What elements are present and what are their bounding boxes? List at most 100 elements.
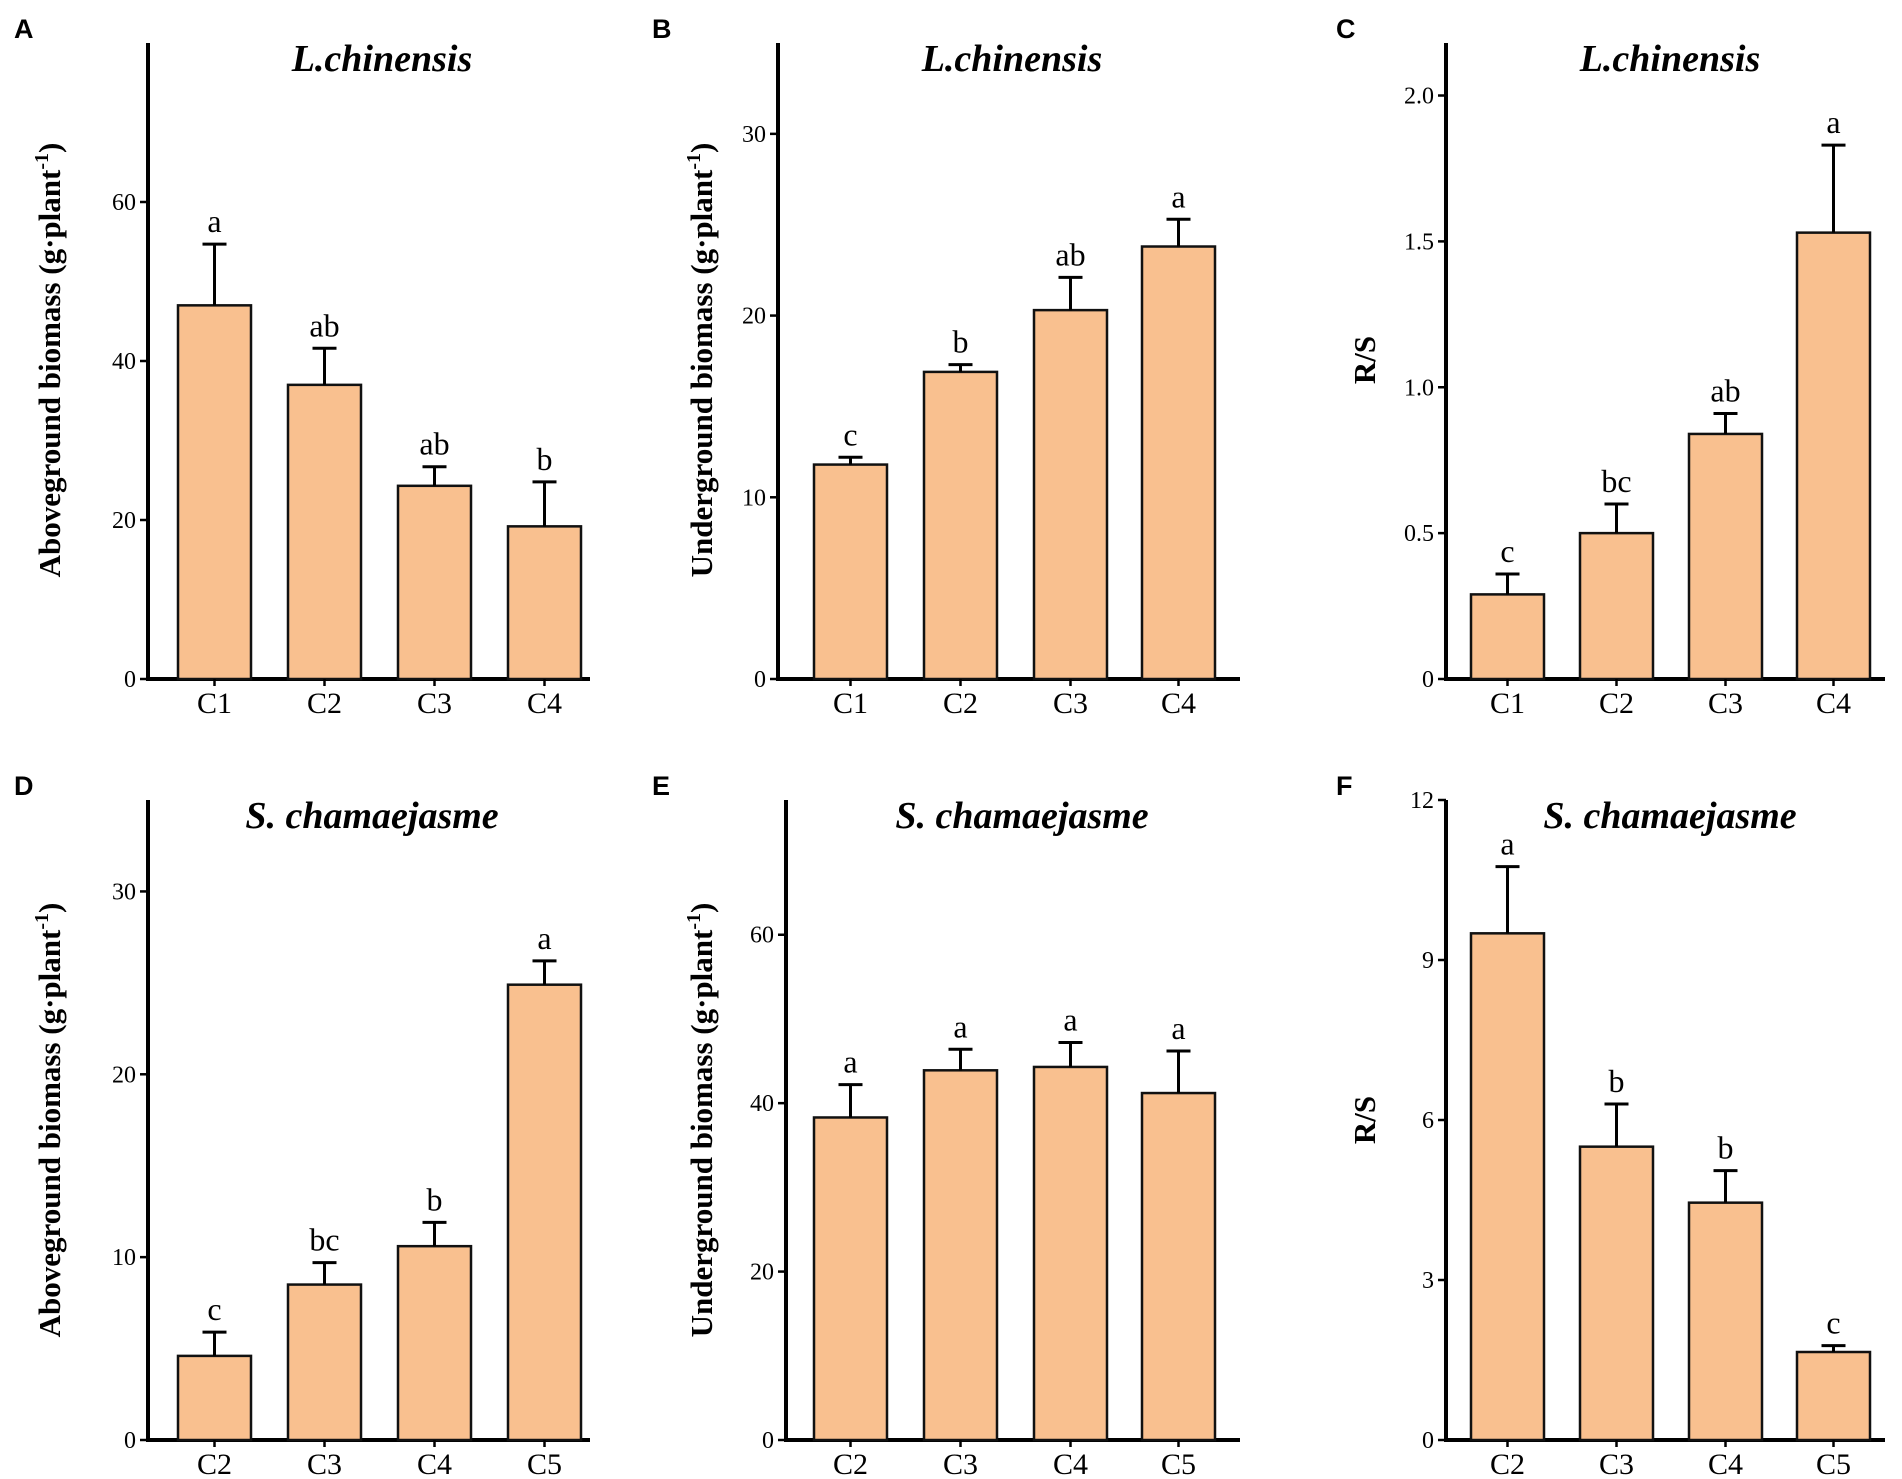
significance-letter: b: [953, 324, 969, 360]
chart-title: S. chamaejasme: [245, 795, 498, 837]
bar: [1469, 593, 1546, 681]
significance-letter: a: [537, 920, 551, 956]
x-tick-label: C1: [1490, 687, 1525, 720]
panel-c: C L.chinensis R/S 0 0.5 1.0 1.5 2.0 C1 c C2 bc C3 ab C…: [1336, 14, 1885, 720]
significance-letter: ab: [1710, 373, 1740, 409]
significance-letter: a: [207, 203, 221, 239]
x-tick-label: C3: [307, 1448, 342, 1479]
significance-letter: b: [427, 1181, 443, 1217]
x-tick-label: C2: [1599, 687, 1634, 720]
significance-letter: a: [1171, 178, 1185, 214]
panel-b: B L.chinensis Underground biomass (g·plant…: [652, 14, 1240, 720]
bar: [176, 304, 253, 681]
y-axis-label: R/S: [1347, 336, 1382, 384]
significance-letter: c: [1500, 533, 1514, 569]
panel-letter: F: [1336, 771, 1353, 801]
bar: [176, 1354, 253, 1442]
y-tick-label: 6: [1422, 1108, 1434, 1134]
bar: [1140, 245, 1217, 681]
panel-letter: E: [652, 771, 670, 801]
y-axis-label: Aboveground biomass (g·plant-1): [31, 143, 67, 578]
significance-letter: bc: [309, 1222, 339, 1258]
y-tick-label: 20: [750, 1260, 774, 1286]
y-tick-label: 0: [124, 1428, 136, 1454]
significance-letter: a: [953, 1008, 967, 1044]
y-axis-label: Underground biomass (g·plant-1): [683, 903, 719, 1338]
bar: [1795, 1350, 1872, 1442]
bar: [812, 463, 889, 681]
significance-letter: ab: [419, 426, 449, 462]
panel-letter: B: [652, 14, 672, 44]
panel-letter: A: [14, 14, 34, 44]
significance-letter: c: [1826, 1305, 1840, 1341]
y-tick-label: 10: [742, 485, 766, 511]
panel-d: D S. chamaejasme Aboveground biomass (g·pl…: [14, 771, 590, 1479]
significance-letter: b: [537, 441, 553, 477]
chart-title: L.chinensis: [1579, 38, 1761, 80]
chart-title: S. chamaejasme: [1543, 795, 1796, 837]
y-tick-label: 20: [112, 508, 136, 534]
bar: [396, 484, 473, 681]
bar: [1032, 1065, 1109, 1442]
significance-letter: bc: [1601, 463, 1631, 499]
y-tick-label: 0: [1422, 1428, 1434, 1454]
x-tick-label: C3: [943, 1448, 978, 1479]
x-tick-label: C4: [1816, 687, 1851, 720]
bar: [812, 1116, 889, 1442]
chart-title: L.chinensis: [921, 38, 1103, 80]
bar: [1687, 432, 1764, 681]
significance-letter: c: [207, 1291, 221, 1327]
y-tick-label: 0: [1422, 667, 1434, 693]
bar: [506, 525, 583, 681]
x-tick-label: C3: [1599, 1448, 1634, 1479]
bar: [286, 383, 363, 681]
y-tick-label: 20: [112, 1062, 136, 1088]
bar: [922, 370, 999, 681]
significance-letter: b: [1609, 1063, 1625, 1099]
significance-letter: a: [1500, 826, 1514, 862]
y-tick-label: 60: [750, 923, 774, 949]
y-tick-label: 30: [112, 879, 136, 905]
x-tick-label: C3: [1708, 687, 1743, 720]
x-tick-label: C3: [1053, 687, 1088, 720]
y-tick-label: 20: [742, 304, 766, 330]
y-tick-label: 60: [112, 190, 136, 216]
significance-letter: b: [1718, 1130, 1734, 1166]
x-tick-label: C4: [1708, 1448, 1743, 1479]
x-tick-label: C2: [1490, 1448, 1525, 1479]
significance-letter: a: [843, 1044, 857, 1080]
y-tick-label: 1.5: [1404, 229, 1434, 255]
bar: [506, 983, 583, 1442]
chart-title: S. chamaejasme: [895, 795, 1148, 837]
y-axis-label: Underground biomass (g·plant-1): [683, 143, 719, 578]
bar: [922, 1069, 999, 1442]
y-tick-label: 3: [1422, 1268, 1434, 1294]
x-tick-label: C4: [417, 1448, 452, 1479]
bar: [1578, 1145, 1655, 1442]
panel-a: A L.chinensis Aboveground biomass (g·plant…: [14, 14, 590, 720]
x-tick-label: C5: [1161, 1448, 1196, 1479]
y-tick-label: 40: [750, 1091, 774, 1117]
bar: [1687, 1201, 1764, 1442]
x-tick-label: C2: [943, 687, 978, 720]
y-tick-label: 10: [112, 1245, 136, 1271]
x-tick-label: C3: [417, 687, 452, 720]
x-tick-label: C4: [1053, 1448, 1088, 1479]
panel-e: E S. chamaejasme Underground biomass (g·pl…: [652, 771, 1240, 1479]
y-tick-label: 2.0: [1404, 84, 1434, 110]
significance-letter: ab: [1055, 236, 1085, 272]
bar: [1140, 1091, 1217, 1442]
y-tick-label: 12: [1410, 788, 1434, 814]
x-tick-label: C1: [197, 687, 232, 720]
significance-letter: ab: [309, 307, 339, 343]
y-tick-label: 40: [112, 349, 136, 375]
bar: [286, 1283, 363, 1442]
significance-letter: a: [1063, 1002, 1077, 1038]
chart-title: L.chinensis: [291, 38, 473, 80]
panel-letter: D: [14, 771, 34, 801]
bar: [1578, 531, 1655, 681]
x-tick-label: C4: [527, 687, 562, 720]
bar: [1032, 308, 1109, 681]
y-tick-label: 0: [754, 667, 766, 693]
bar: [1795, 231, 1872, 681]
